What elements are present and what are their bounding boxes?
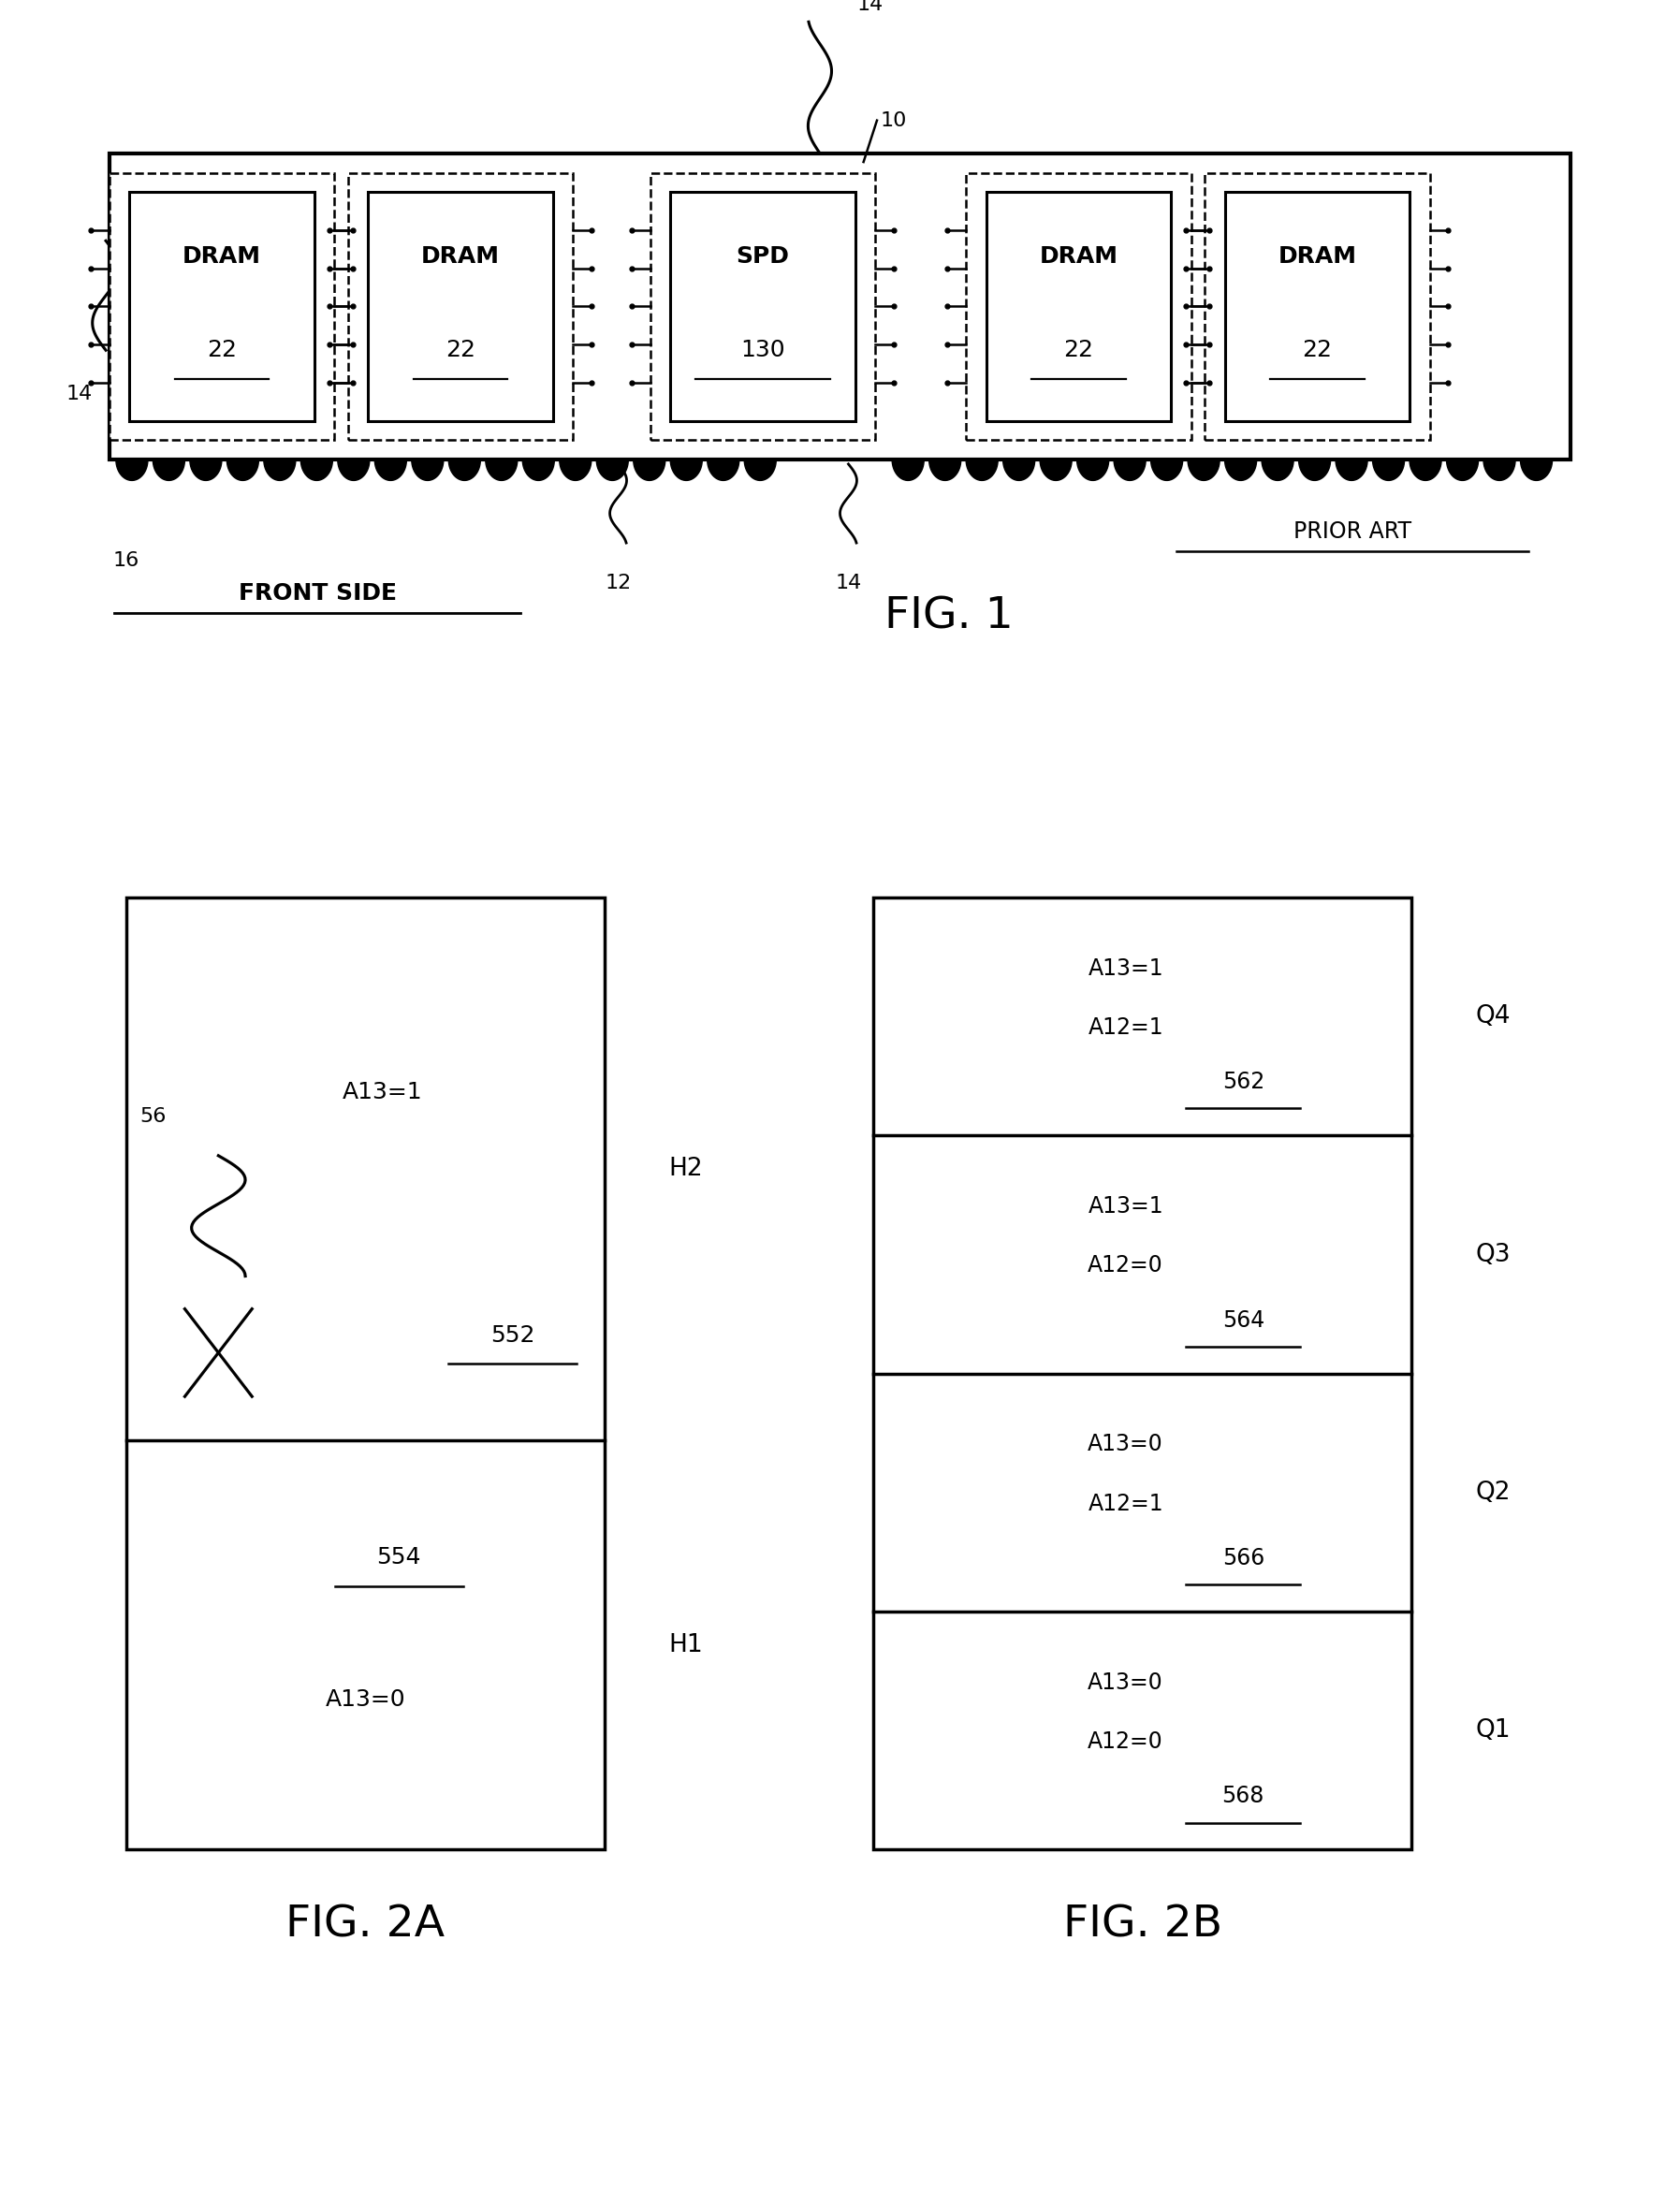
Text: Q1: Q1 (1475, 1718, 1510, 1742)
Polygon shape (1520, 460, 1552, 479)
Text: A13=0: A13=0 (1089, 1670, 1163, 1694)
Polygon shape (301, 460, 333, 479)
Text: FRONT SIDE: FRONT SIDE (239, 582, 396, 604)
Bar (966, 173, 1191, 440)
Text: Q2: Q2 (1475, 1480, 1510, 1504)
Polygon shape (338, 460, 370, 479)
Bar (874, 897, 1411, 1850)
Text: 16: 16 (113, 552, 139, 571)
Text: 14: 14 (857, 0, 884, 13)
Polygon shape (1446, 460, 1478, 479)
Text: 566: 566 (1221, 1548, 1265, 1570)
Text: 562: 562 (1221, 1070, 1265, 1094)
Polygon shape (1114, 460, 1146, 479)
Text: H2: H2 (669, 1156, 702, 1182)
Text: A12=1: A12=1 (1089, 1016, 1163, 1040)
Text: SPD: SPD (736, 245, 790, 267)
Text: A12=1: A12=1 (1089, 1493, 1163, 1515)
Polygon shape (559, 460, 591, 479)
Polygon shape (486, 460, 517, 479)
Text: A12=0: A12=0 (1089, 1729, 1163, 1753)
Text: DRAM: DRAM (1040, 245, 1117, 267)
Text: DRAM: DRAM (1278, 245, 1356, 267)
Text: A13=1: A13=1 (1089, 1195, 1163, 1217)
Polygon shape (670, 460, 702, 479)
Polygon shape (190, 460, 222, 479)
Text: PRIOR ART: PRIOR ART (1294, 521, 1411, 543)
Polygon shape (522, 460, 554, 479)
Polygon shape (375, 460, 407, 479)
Polygon shape (1262, 460, 1294, 479)
Bar (129, 193, 314, 420)
Bar (986, 193, 1171, 420)
Text: A13=0: A13=0 (1089, 1434, 1163, 1456)
Polygon shape (227, 460, 259, 479)
Bar (109, 173, 334, 440)
Bar (348, 173, 573, 440)
Text: 552: 552 (491, 1324, 534, 1346)
Text: 22: 22 (207, 339, 237, 361)
Text: A12=0: A12=0 (1089, 1254, 1163, 1276)
Text: FIG. 1: FIG. 1 (885, 595, 1013, 637)
Polygon shape (1410, 460, 1441, 479)
Text: 130: 130 (741, 339, 785, 361)
Text: 554: 554 (376, 1545, 422, 1570)
Bar (650, 173, 875, 440)
Polygon shape (1299, 460, 1331, 479)
Text: H1: H1 (669, 1633, 702, 1657)
Bar (109, 153, 1571, 460)
Polygon shape (707, 460, 739, 479)
Text: A13=1: A13=1 (1089, 957, 1163, 981)
Polygon shape (1188, 460, 1220, 479)
Text: DRAM: DRAM (422, 245, 499, 267)
Polygon shape (633, 460, 665, 479)
Bar (670, 193, 855, 420)
Polygon shape (153, 460, 185, 479)
Text: A13=0: A13=0 (326, 1688, 405, 1712)
Bar (1225, 193, 1410, 420)
Polygon shape (744, 460, 776, 479)
Text: Q3: Q3 (1475, 1243, 1510, 1267)
Polygon shape (1373, 460, 1404, 479)
Text: 568: 568 (1221, 1784, 1265, 1808)
Text: 10: 10 (880, 112, 907, 129)
Polygon shape (1077, 460, 1109, 479)
Text: 56: 56 (139, 1108, 166, 1125)
Bar (1205, 173, 1430, 440)
Bar (368, 193, 553, 420)
Text: A13=1: A13=1 (343, 1081, 422, 1103)
Text: 22: 22 (1063, 339, 1094, 361)
Polygon shape (892, 460, 924, 479)
Polygon shape (966, 460, 998, 479)
Polygon shape (449, 460, 480, 479)
Polygon shape (412, 460, 444, 479)
Polygon shape (929, 460, 961, 479)
Polygon shape (596, 460, 628, 479)
Polygon shape (1225, 460, 1257, 479)
Polygon shape (1151, 460, 1183, 479)
Text: 14: 14 (835, 574, 862, 593)
Text: FIG. 2B: FIG. 2B (1063, 1904, 1221, 1946)
Polygon shape (1040, 460, 1072, 479)
Text: Q4: Q4 (1475, 1005, 1510, 1029)
Polygon shape (264, 460, 296, 479)
Text: 12: 12 (605, 574, 632, 593)
Polygon shape (1336, 460, 1368, 479)
Text: 22: 22 (1302, 339, 1332, 361)
Polygon shape (1003, 460, 1035, 479)
Text: 564: 564 (1221, 1309, 1265, 1331)
Text: FIG. 2A: FIG. 2A (286, 1904, 445, 1946)
Polygon shape (116, 460, 148, 479)
Text: 14: 14 (66, 385, 92, 403)
Text: DRAM: DRAM (183, 245, 260, 267)
Text: 22: 22 (445, 339, 475, 361)
Bar (126, 897, 605, 1850)
Polygon shape (1483, 460, 1515, 479)
